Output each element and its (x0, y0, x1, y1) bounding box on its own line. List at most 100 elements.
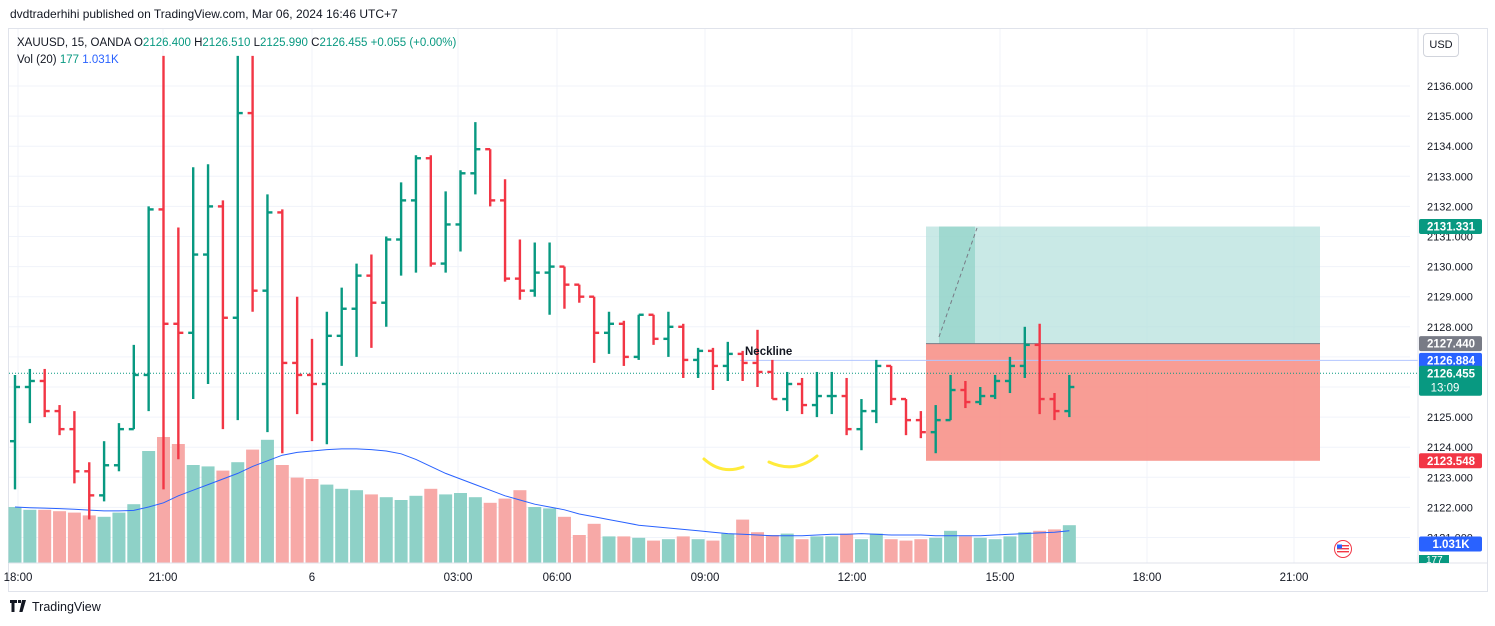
ohlc-bar[interactable] (574, 283, 585, 303)
target-zone[interactable] (926, 226, 1320, 344)
ohlc-bar[interactable] (10, 374, 20, 490)
ohlc-bar[interactable] (500, 179, 511, 282)
ohlc-bar[interactable] (990, 374, 1001, 400)
ohlc-bar[interactable] (113, 423, 124, 472)
ohlc-bar[interactable] (351, 263, 362, 357)
volume-bar (439, 494, 453, 563)
ohlc-bar[interactable] (410, 155, 421, 273)
us-flag-icon[interactable] (1334, 540, 1352, 558)
ohlc-bar[interactable] (1064, 374, 1075, 418)
ohlc-bar[interactable] (811, 371, 822, 418)
ohlc-bar[interactable] (99, 441, 110, 502)
high-value: 2126.510 (202, 37, 251, 49)
volume-bar (112, 512, 126, 563)
currency-button[interactable]: USD (1423, 33, 1459, 57)
ohlc-bar[interactable] (173, 227, 184, 460)
stop-zone[interactable] (926, 343, 1320, 461)
ohlc-bar[interactable] (485, 148, 496, 207)
ohlc-bar[interactable] (262, 194, 273, 433)
ohlc-bar[interactable] (54, 405, 65, 436)
ohlc-bar[interactable] (915, 411, 926, 439)
ohlc-bar[interactable] (69, 411, 80, 484)
ohlc-bar[interactable] (425, 155, 436, 267)
time-tick-label: 21:00 (149, 572, 178, 584)
ohlc-bar[interactable] (143, 206, 154, 412)
ohlc-bar[interactable] (975, 387, 986, 406)
ohlc-bar[interactable] (440, 191, 451, 273)
ohlc-bar[interactable] (871, 359, 882, 424)
head-marker[interactable] (767, 454, 819, 469)
ohlc-bar[interactable] (1034, 323, 1045, 415)
chart-frame[interactable] (8, 28, 1488, 592)
position-zones[interactable] (926, 226, 1320, 461)
ohlc-bar[interactable] (737, 350, 748, 381)
ohlc-bar[interactable] (826, 371, 837, 415)
ohlc-bar[interactable] (158, 55, 169, 490)
ohlc-bar[interactable] (782, 371, 793, 412)
ohlc-bar[interactable] (901, 397, 911, 436)
left-shoulder-marker[interactable] (702, 457, 745, 472)
ohlc-bar[interactable] (336, 287, 347, 366)
ohlc-bar[interactable] (232, 55, 243, 421)
ohlc-bar[interactable] (514, 239, 525, 300)
volume-label[interactable]: Vol (20) (17, 54, 57, 66)
ohlc-bar[interactable] (930, 405, 941, 454)
volume-bar (186, 465, 200, 563)
ohlc-bar[interactable] (856, 399, 867, 451)
ohlc-bar[interactable] (1049, 393, 1060, 421)
ohlc-bar[interactable] (678, 323, 689, 378)
ohlc-bar[interactable] (396, 182, 407, 276)
ohlc-bar[interactable] (752, 329, 763, 387)
volume-bar (572, 535, 586, 563)
ohlc-bar[interactable] (604, 311, 614, 354)
ohlc-bar[interactable] (589, 295, 600, 363)
ohlc-bar[interactable] (960, 380, 971, 409)
ohlc-bar[interactable] (277, 209, 288, 454)
ohlc-bar[interactable] (797, 377, 808, 415)
ohlc-bar[interactable] (841, 377, 852, 436)
filled-target-zone (939, 226, 975, 344)
ohlc-bar[interactable] (24, 368, 35, 424)
ohlc-bar[interactable] (188, 167, 199, 400)
ohlc-bar[interactable] (366, 254, 377, 348)
ohlc-bar[interactable] (618, 320, 629, 366)
ohlc-bar[interactable] (529, 242, 540, 297)
ohlc-bar[interactable] (217, 200, 228, 430)
ohlc-bar[interactable] (1019, 326, 1030, 378)
ohlc-bar[interactable] (128, 344, 139, 431)
ohlc-bar[interactable] (722, 341, 733, 381)
price-labels: 2131.3312127.4402126.8842126.45513:09212… (1419, 219, 1482, 566)
ohlc-bar[interactable] (292, 296, 303, 415)
ohlc-bar[interactable] (559, 265, 570, 309)
volume-bar (38, 509, 52, 563)
ohlc-bar[interactable] (381, 236, 392, 327)
ohlc-bar[interactable] (693, 347, 704, 378)
ohlc-bar[interactable] (247, 55, 258, 312)
ohlc-bar[interactable] (767, 359, 778, 401)
neckline-label[interactable]: Neckline (745, 346, 792, 358)
tradingview-footer[interactable]: TradingView (10, 600, 101, 614)
volume-bar (929, 537, 943, 563)
ohlc-bar[interactable] (321, 311, 332, 445)
ohlc-bar[interactable] (707, 347, 718, 391)
price-axis[interactable]: 2136.000 2135.000 2134.000 2133.000 2132.000… (1417, 29, 1473, 563)
ohlc-bar[interactable] (633, 313, 644, 360)
ohlc-bar[interactable] (203, 164, 214, 384)
price-bars[interactable] (10, 55, 1075, 520)
ohlc-bar[interactable] (470, 122, 481, 195)
symbol-label[interactable]: XAUUSD, 15, OANDA (17, 37, 131, 49)
ohlc-bar[interactable] (648, 313, 659, 345)
ohlc-bar[interactable] (455, 170, 466, 252)
ohlc-bar[interactable] (544, 242, 555, 315)
ohlc-bar[interactable] (307, 338, 317, 442)
ohlc-bar[interactable] (945, 374, 956, 422)
time-axis[interactable]: 18:00 21:00 6 03:00 06:00 09:00 12:00 15:00 18:0… (4, 562, 1487, 584)
annotations[interactable]: Neckline (702, 227, 978, 472)
ohlc-bar[interactable] (886, 364, 897, 406)
ohlc-bar[interactable] (84, 462, 95, 520)
volume-bar (914, 539, 928, 563)
ohlc-bar[interactable] (1004, 356, 1015, 394)
ohlc-bar[interactable] (39, 368, 50, 418)
ohlc-bar[interactable] (663, 311, 674, 357)
